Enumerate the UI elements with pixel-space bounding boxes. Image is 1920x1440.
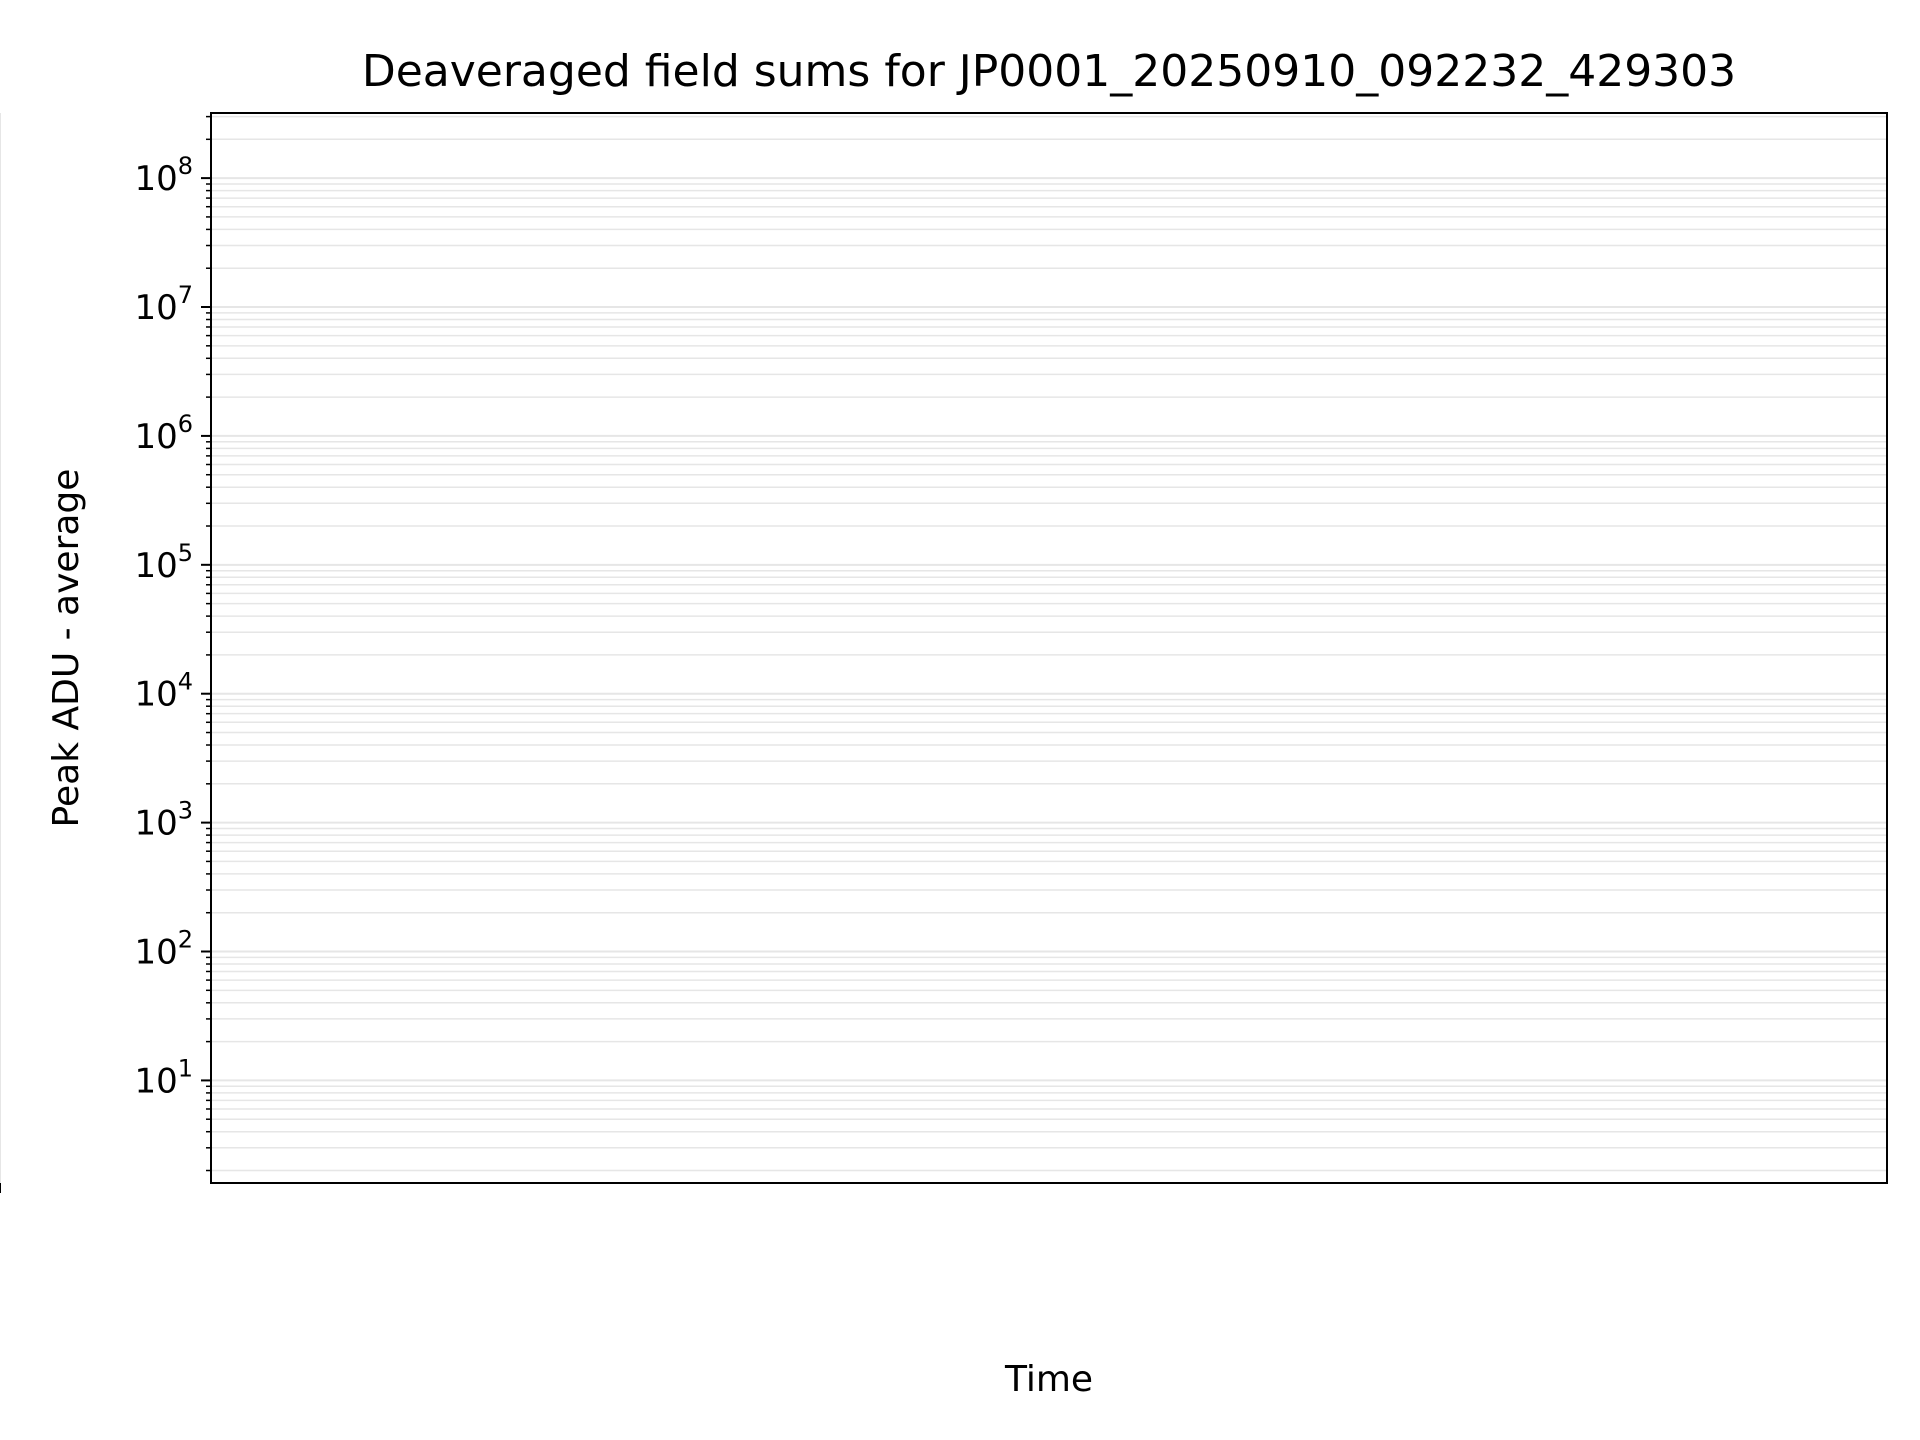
y-tick-label: 106 xyxy=(134,410,193,457)
grid-lines xyxy=(0,113,1887,1183)
chart-title: Deaveraged field sums for JP0001_2025091… xyxy=(362,46,1736,97)
y-tick-label: 108 xyxy=(134,152,193,199)
y-tick-label: 102 xyxy=(134,926,193,973)
x-axis-label: Time xyxy=(1004,1359,1093,1400)
y-tick-label: 105 xyxy=(134,539,193,586)
y-tick-label: 104 xyxy=(134,668,193,715)
y-tick-label: 107 xyxy=(134,281,193,328)
plot-frame xyxy=(210,112,1888,1184)
y-axis-label: Peak ADU - average xyxy=(46,469,87,828)
y-tick-label: 101 xyxy=(134,1054,193,1101)
y-tick-label: 103 xyxy=(134,797,193,844)
y-axis: 101 102 103 104 105 106 107 108 xyxy=(134,115,211,1172)
